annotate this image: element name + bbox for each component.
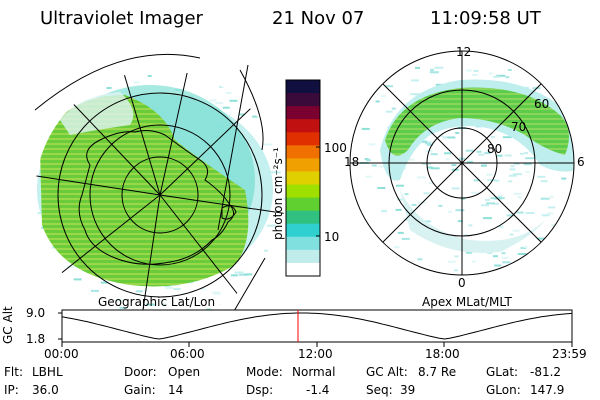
gain-label: Gain:: [124, 383, 156, 397]
alt-ytick-1-8: 1.8: [26, 332, 46, 346]
mlat-label-80: 80: [487, 142, 503, 156]
colorbar-swatch: [286, 249, 320, 264]
colorbar-swatch: [286, 210, 320, 225]
gc-alt-value: 8.7 Re: [418, 365, 457, 379]
mlat-label-70: 70: [511, 120, 527, 134]
glon-label: GLon:: [486, 383, 521, 397]
date-label: 21 Nov 07: [272, 8, 365, 29]
alt-xtick-0000: 00:00: [44, 347, 79, 361]
colorbar-swatch: [286, 93, 320, 107]
flt-value: LBHL: [32, 365, 63, 379]
mode-label: Mode:: [246, 365, 283, 379]
ip-value: 36.0: [32, 383, 59, 397]
colorbar-swatch: [286, 106, 320, 120]
altitude-plot: [58, 309, 573, 347]
seq-label: Seq:: [366, 383, 393, 397]
colorbar-swatch: [286, 184, 320, 199]
geographic-caption: Geographic Lat/Lon: [98, 295, 216, 309]
mlt-label-6: 6: [577, 155, 585, 169]
colorbar-unit-label: photon cm⁻²s⁻¹: [271, 147, 285, 240]
gc-alt-label: GC Alt:: [366, 365, 408, 379]
colorbar-swatch: [286, 262, 320, 277]
colorbar-swatch: [286, 119, 320, 133]
glat-value: -81.2: [530, 365, 562, 379]
colorbar-swatch: [286, 132, 320, 146]
colorbar-swatch: [286, 223, 320, 238]
door-value: Open: [168, 365, 201, 379]
colorbar-swatch: [286, 236, 320, 251]
glat-label: GLat:: [486, 365, 519, 379]
mlt-label-18: 18: [344, 155, 360, 169]
colorbar-tick-100: 100: [324, 141, 347, 155]
colorbar: [285, 79, 321, 277]
instrument-title: Ultraviolet Imager: [40, 8, 203, 29]
magnetic-grid: [349, 50, 575, 276]
geographic-panel: [35, 70, 285, 320]
dsp-value: -1.4: [306, 383, 330, 397]
colorbar-swatch: [286, 197, 320, 212]
alt-ytick-9: 9.0: [26, 306, 46, 320]
time-label: 11:09:58 UT: [430, 8, 541, 29]
colorbar-swatch: [286, 145, 320, 159]
colorbar-tick-10: 10: [324, 230, 340, 244]
gc-alt-axis-label: GC Alt: [1, 306, 15, 344]
colorbar-swatch: [286, 158, 320, 172]
colorbar-swatch: [286, 171, 320, 186]
magnetic-panel: [350, 51, 574, 275]
ip-label: IP:: [4, 383, 19, 397]
gain-value: 14: [168, 383, 184, 397]
mlt-label-0: 0: [458, 276, 466, 290]
flt-label: Flt:: [4, 365, 23, 379]
colorbar-swatch: [286, 80, 320, 94]
alt-xtick-2359: 23:59: [552, 347, 587, 361]
alt-xtick-0600: 06:00: [170, 347, 205, 361]
alt-xtick-1800: 18:00: [425, 347, 460, 361]
glon-value: 147.9: [530, 383, 565, 397]
dsp-label: Dsp:: [246, 383, 274, 397]
mlat-label-60: 60: [534, 97, 550, 111]
seq-value: 39: [400, 383, 416, 397]
mode-value: Normal: [292, 365, 336, 379]
apex-caption: Apex MLat/MLT: [422, 295, 512, 309]
alt-xtick-1200: 12:00: [298, 347, 333, 361]
door-label: Door:: [124, 365, 157, 379]
mlt-label-12: 12: [456, 45, 472, 59]
